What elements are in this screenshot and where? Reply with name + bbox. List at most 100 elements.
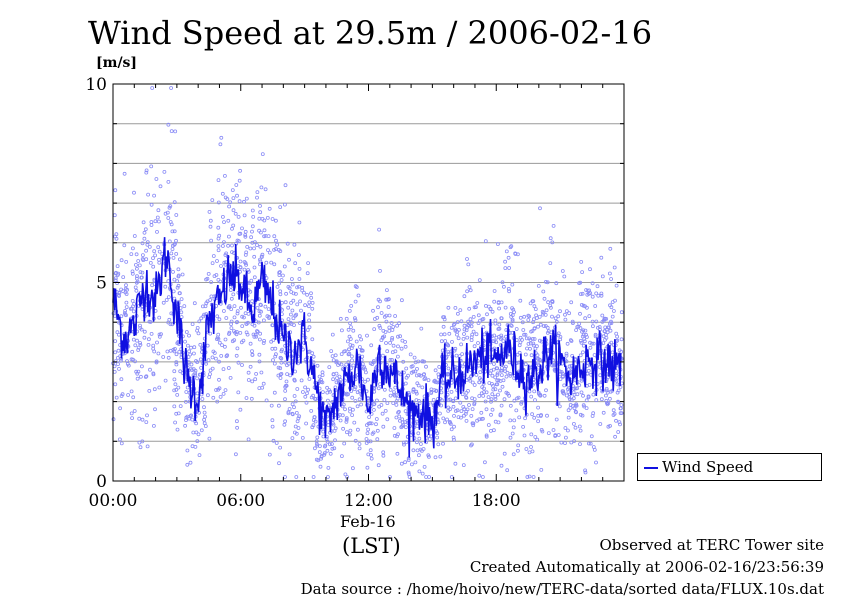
- data-point: [536, 283, 541, 288]
- data-point: [564, 351, 569, 356]
- data-point: [238, 330, 243, 335]
- data-point: [269, 403, 274, 408]
- data-point: [494, 340, 499, 345]
- data-point: [314, 442, 319, 447]
- data-point: [390, 335, 395, 340]
- data-point: [443, 339, 448, 343]
- data-point: [533, 346, 538, 351]
- data-point: [296, 253, 301, 257]
- data-point: [387, 325, 392, 330]
- data-point: [414, 391, 419, 396]
- data-point: [529, 394, 534, 399]
- data-point: [138, 326, 143, 330]
- data-point: [563, 426, 568, 430]
- data-point: [472, 383, 477, 387]
- data-point: [113, 339, 118, 344]
- data-point: [177, 257, 182, 262]
- data-point: [344, 419, 349, 424]
- data-point: [599, 293, 604, 298]
- data-point: [271, 438, 276, 443]
- data-point: [145, 444, 150, 449]
- data-point: [134, 288, 139, 293]
- data-point: [465, 335, 470, 340]
- data-point: [567, 397, 572, 402]
- data-point: [134, 266, 139, 271]
- data-point: [146, 342, 151, 347]
- data-point: [293, 261, 298, 266]
- data-point: [605, 327, 609, 332]
- data-point: [420, 359, 425, 364]
- data-point: [125, 287, 129, 292]
- data-point: [366, 427, 371, 432]
- data-point: [436, 372, 441, 377]
- data-point: [574, 402, 579, 407]
- data-point: [609, 319, 613, 324]
- data-point: [347, 308, 352, 313]
- data-point: [171, 255, 176, 260]
- data-point: [594, 291, 599, 296]
- data-point: [511, 425, 516, 430]
- data-point: [269, 339, 274, 344]
- data-point: [273, 218, 278, 223]
- data-point: [453, 327, 458, 332]
- data-point: [173, 382, 178, 387]
- data-point: [218, 394, 223, 399]
- data-point: [136, 259, 141, 263]
- data-point: [619, 403, 624, 407]
- data-point: [350, 395, 355, 400]
- data-point: [371, 402, 376, 407]
- data-point: [581, 343, 586, 348]
- data-point: [413, 460, 418, 465]
- data-point: [184, 330, 189, 334]
- data-point: [584, 288, 588, 292]
- data-point: [512, 418, 517, 423]
- data-point: [172, 277, 177, 282]
- data-point: [295, 387, 300, 391]
- data-point: [114, 395, 119, 400]
- data-point: [462, 332, 466, 336]
- data-point: [608, 271, 612, 276]
- data-point: [170, 229, 175, 234]
- data-point: [274, 238, 278, 243]
- data-point: [258, 331, 263, 336]
- data-point: [583, 316, 588, 321]
- data-point: [504, 249, 509, 254]
- data-point: [208, 331, 213, 336]
- data-point: [591, 445, 596, 449]
- data-point: [255, 243, 259, 248]
- data-point: [208, 218, 213, 223]
- data-point: [593, 334, 598, 339]
- data-point: [221, 240, 226, 245]
- data-point: [546, 300, 550, 305]
- data-point: [126, 393, 131, 397]
- data-point: [452, 437, 456, 442]
- data-point: [226, 218, 231, 223]
- data-point: [523, 352, 528, 357]
- data-point: [599, 397, 604, 402]
- data-point: [221, 391, 226, 396]
- data-point: [495, 382, 500, 387]
- data-point: [336, 379, 341, 384]
- data-point: [414, 373, 419, 378]
- data-point: [229, 296, 234, 301]
- data-point: [263, 187, 268, 192]
- data-point: [260, 152, 265, 157]
- x-tick-label: 12:00: [344, 491, 393, 511]
- data-point: [165, 210, 170, 215]
- data-point: [408, 352, 413, 357]
- data-point: [532, 415, 537, 420]
- data-point: [257, 337, 262, 342]
- data-point: [133, 359, 137, 364]
- data-point: [414, 440, 419, 445]
- data-point: [240, 226, 244, 231]
- data-point: [250, 240, 255, 245]
- data-point: [185, 462, 190, 467]
- data-point: [282, 264, 287, 269]
- data-point: [326, 465, 331, 470]
- data-point: [230, 250, 234, 255]
- data-point: [548, 261, 553, 266]
- data-point: [446, 352, 451, 356]
- data-point: [113, 359, 118, 364]
- data-point: [564, 309, 569, 314]
- data-point: [130, 416, 135, 421]
